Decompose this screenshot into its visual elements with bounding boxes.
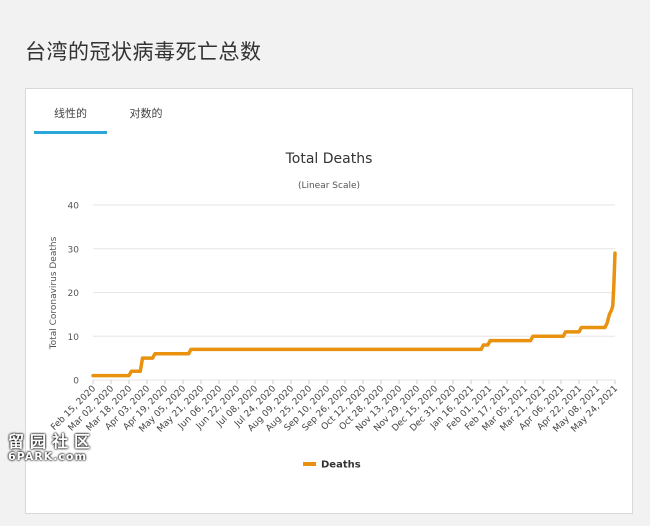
tab-linear[interactable]: 线性的 <box>34 103 107 134</box>
legend-label-deaths: Deaths <box>321 460 361 471</box>
y-tick-label: 0 <box>73 377 79 387</box>
series-line-deaths <box>91 251 617 378</box>
y-tick-label: 30 <box>68 245 80 255</box>
y-tick-label: 20 <box>68 289 80 299</box>
y-tick-label: 10 <box>68 333 80 343</box>
chart-panel: 线性的 对数的 Total Deaths (Linear Scale) Tota… <box>25 88 633 514</box>
legend[interactable]: Deaths <box>303 460 361 471</box>
chart-subtitle: (Linear Scale) <box>298 181 360 191</box>
deaths-chart: Total Deaths (Linear Scale) Total Corona… <box>49 151 620 471</box>
watermark-domain: 6PARK.com <box>8 450 87 463</box>
y-axis-label: Total Coronavirus Deaths <box>49 236 59 350</box>
watermark-logo-text: 留园社区 <box>8 432 97 451</box>
y-tick-label: 40 <box>68 202 80 212</box>
page-title: 台湾的冠状病毒死亡总数 <box>25 40 262 64</box>
chart-title: Total Deaths <box>285 151 373 167</box>
tab-logarithmic[interactable]: 对数的 <box>129 107 163 120</box>
watermark: 留园社区 6PARK.com <box>8 428 96 463</box>
